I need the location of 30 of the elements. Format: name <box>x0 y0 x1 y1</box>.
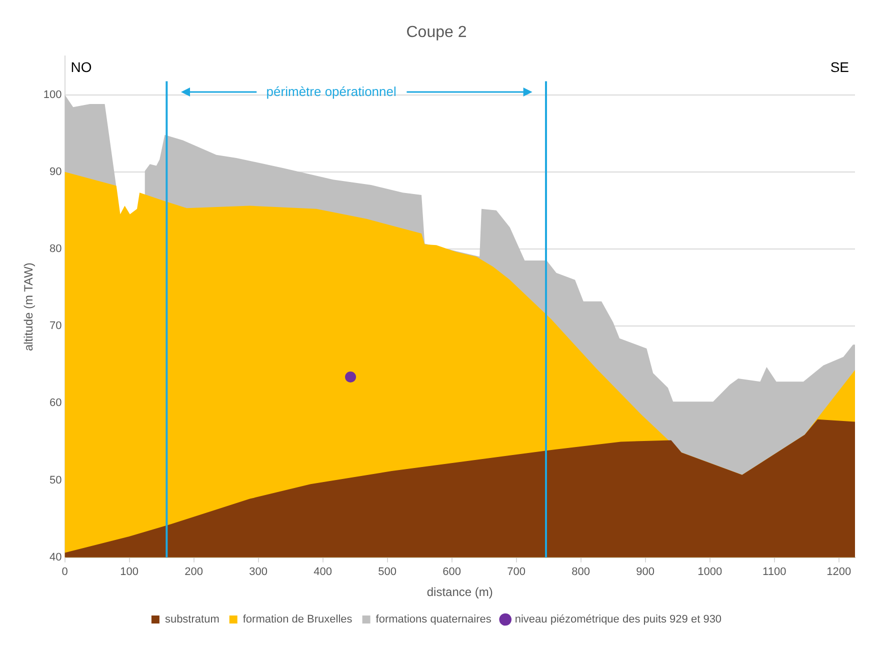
y-tick-label: 90 <box>50 166 62 178</box>
x-tick-label: 600 <box>442 566 461 578</box>
x-tick-label: 800 <box>572 566 590 578</box>
y-tick-label: 50 <box>50 474 62 486</box>
x-tick-label: 400 <box>314 566 332 578</box>
y-tick-label: 100 <box>43 88 62 101</box>
legend-label: substratum <box>164 614 220 626</box>
x-tick-label: 0 <box>62 566 68 578</box>
x-tick-label: 1200 <box>826 566 852 578</box>
x-tick-label: 1000 <box>698 566 722 578</box>
annotation: NO <box>70 59 92 76</box>
x-tick-label: 200 <box>184 566 203 578</box>
y-tick-label: 80 <box>50 243 62 255</box>
annotation: SE <box>830 59 849 76</box>
x-tick-label: 700 <box>507 566 526 578</box>
y-tick-label: 70 <box>50 320 62 332</box>
x-tick-label: 900 <box>636 566 655 578</box>
legend-label: niveau piézométrique des puits 929 et 930 <box>514 614 722 626</box>
x-tick-label: 500 <box>378 566 396 578</box>
y-tick-label: 60 <box>50 397 62 410</box>
legend-label: formation de Bruxelles <box>242 614 353 626</box>
x-tick-label: 300 <box>249 566 268 578</box>
y-tick-label: 40 <box>50 551 62 564</box>
x-tick-label: 1100 <box>762 566 786 578</box>
y-axis-title: altitude (m TAW) <box>22 262 36 352</box>
x-axis-title: distance (m) <box>426 585 493 600</box>
legend-label: formations quaternaires <box>376 614 492 626</box>
annotation: périmètre opérationnel <box>266 84 396 99</box>
x-tick-label: 100 <box>120 566 138 578</box>
chart-title: Coupe 2 <box>406 24 467 42</box>
